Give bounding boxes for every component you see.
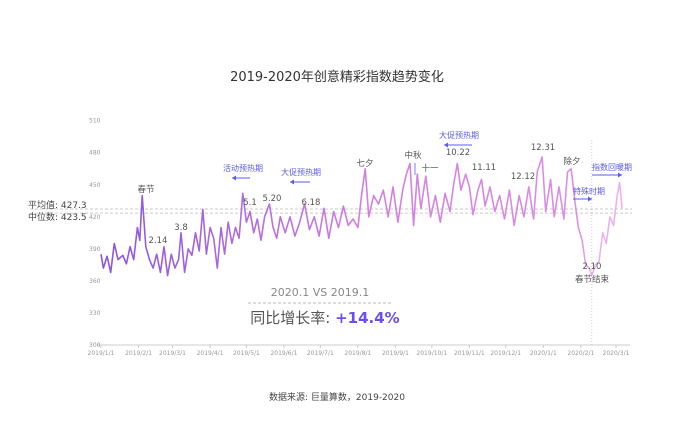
label-recovery-period: 指数回暖期 <box>592 163 632 172</box>
x-tick-label: 2019/12/1 <box>490 350 521 357</box>
y-tick-label: 360 <box>89 278 101 285</box>
x-tick-label: 2020/3/1 <box>603 350 630 357</box>
label-promo-preheat-2: 大促预热期 <box>439 131 479 140</box>
growth-value: +14.4% <box>335 309 400 327</box>
annotation-qixi: 七夕 <box>356 159 374 169</box>
annotation-national-day: 十一 <box>421 164 439 174</box>
x-tick-label: 2019/3/1 <box>159 350 186 357</box>
x-tick-label: 2019/11/1 <box>454 350 485 357</box>
median-label: 中位数: 423.5 <box>28 213 87 223</box>
annotation-6-18: 6.18 <box>301 198 321 208</box>
data-source: 数据来源: 巨量算数，2019-2020 <box>269 393 405 403</box>
x-tick-label: 2019/6/1 <box>270 350 297 357</box>
mean-label: 平均值: 427.3 <box>28 201 87 211</box>
y-tick-label: 450 <box>89 182 101 189</box>
label-promo-preheat-1: 大促预热期 <box>281 168 321 177</box>
arrow-promo-preheat-1-head <box>290 179 294 185</box>
x-tick-label: 2019/2/1 <box>125 350 152 357</box>
x-tick-label: 2019/10/1 <box>416 350 447 357</box>
x-tick-label: 2020/2/1 <box>567 350 594 357</box>
x-tick-label: 2019/9/1 <box>382 350 409 357</box>
index-line <box>100 156 623 277</box>
label-activity-preheat: 活动预热期 <box>223 164 263 173</box>
chart-title: 2019-2020年创意精彩指数趋势变化 <box>230 70 444 85</box>
arrow-promo-preheat-2-head <box>444 142 448 148</box>
arrow-special-period-head <box>588 196 592 202</box>
comparison-label: 2020.1 VS 2019.1 <box>270 286 370 299</box>
annotation-5-1: 5.1 <box>243 198 257 208</box>
y-tick-label: 330 <box>89 310 101 317</box>
y-tick-label: 480 <box>89 150 101 157</box>
growth-rate: 同比增长率: +14.4% <box>225 307 425 328</box>
y-tick-label: 420 <box>89 214 101 221</box>
y-tick-label: 510 <box>89 118 101 125</box>
x-tick-label: 2020/1/1 <box>530 350 557 357</box>
annotation-new-year-eve: 除夕 <box>563 157 581 167</box>
annotation-12-31: 12.31 <box>530 143 556 153</box>
annotation-spring-festival: 春节 <box>137 185 155 195</box>
annotation-11-11: 11.11 <box>471 163 497 173</box>
arrow-recovery-period-head <box>618 172 622 178</box>
annotation-2-14: 2.14 <box>148 236 168 246</box>
x-tick-label: 2019/7/1 <box>307 350 334 357</box>
annotation-3-8: 3.8 <box>174 223 188 233</box>
growth-label: 同比增长率: <box>250 309 336 327</box>
x-tick-label: 2019/8/1 <box>344 350 371 357</box>
x-tick-label: 2019/5/1 <box>233 350 260 357</box>
annotation-2-10: 2.10 <box>582 262 602 272</box>
x-tick-label: 2019/4/1 <box>197 350 224 357</box>
annotation-5-20: 5.20 <box>262 194 282 204</box>
annotation-10-22: 10.22 <box>445 148 471 158</box>
arrow-activity-preheat-head <box>232 175 236 181</box>
annotation-mid-autumn: 中秋 <box>404 151 422 161</box>
x-tick-label: 2019/1/1 <box>88 350 115 357</box>
y-tick-label: 390 <box>89 246 101 253</box>
annotation-spring-end: 春节结束 <box>574 275 610 285</box>
y-tick-label: 300 <box>89 342 101 349</box>
annotation-12-12: 12.12 <box>510 172 536 182</box>
label-special-period: 特殊时期 <box>573 187 605 196</box>
